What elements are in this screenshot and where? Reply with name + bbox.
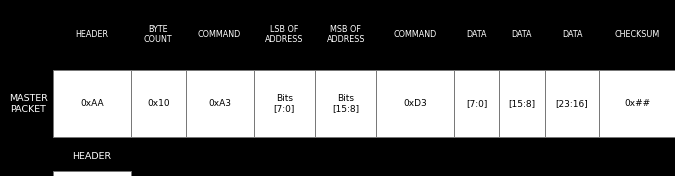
Bar	[53, 70, 131, 137]
Text: DATA: DATA	[466, 30, 487, 39]
Text: Bits
[15:8]: Bits [15:8]	[332, 94, 359, 114]
Bar	[53, 171, 131, 176]
Text: 0xD3: 0xD3	[403, 99, 427, 108]
Text: COMMAND: COMMAND	[198, 30, 241, 39]
Bar	[131, 70, 186, 137]
Text: Bits
[7:0]: Bits [7:0]	[273, 94, 295, 114]
Text: HEADER: HEADER	[72, 152, 111, 161]
Bar	[315, 70, 377, 137]
Text: 0x10: 0x10	[147, 99, 169, 108]
Text: LSB OF
ADDRESS: LSB OF ADDRESS	[265, 25, 304, 44]
Text: HEADER: HEADER	[76, 30, 109, 39]
Bar	[186, 70, 254, 137]
Text: DATA: DATA	[562, 30, 583, 39]
Text: [15:8]: [15:8]	[508, 99, 535, 108]
Bar	[254, 70, 315, 137]
Text: CHECKSUM: CHECKSUM	[614, 30, 660, 39]
Text: 0xA3: 0xA3	[208, 99, 231, 108]
Bar	[500, 70, 545, 137]
Bar	[599, 70, 675, 137]
Text: BYTE
COUNT: BYTE COUNT	[144, 25, 173, 44]
Bar	[377, 70, 454, 137]
Text: 0x##: 0x##	[624, 99, 650, 108]
Bar	[545, 70, 599, 137]
Text: 0xAA: 0xAA	[80, 99, 104, 108]
Text: COMMAND: COMMAND	[394, 30, 437, 39]
Text: MASTER
PACKET: MASTER PACKET	[9, 94, 48, 114]
Bar	[454, 70, 500, 137]
Text: DATA: DATA	[512, 30, 532, 39]
Text: [23:16]: [23:16]	[556, 99, 589, 108]
Text: MSB OF
ADDRESS: MSB OF ADDRESS	[327, 25, 365, 44]
Text: [7:0]: [7:0]	[466, 99, 487, 108]
